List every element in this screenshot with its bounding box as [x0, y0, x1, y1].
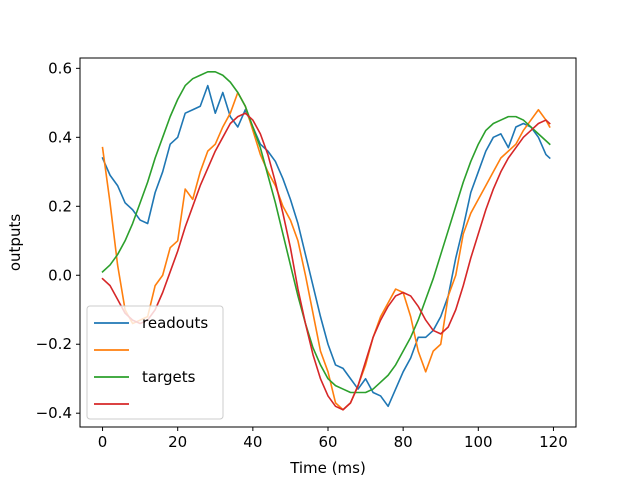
axes: 0 20 40 60 80 100 120 −0.4 −0.2 0.0 0.2 0.4 0.6: [36, 57, 577, 451]
y-tick-label: −0.2: [36, 335, 72, 353]
series-line-4: [101, 112, 551, 411]
legend: readouts targets: [86, 305, 224, 420]
y-tick-label: −0.4: [36, 404, 72, 422]
x-tick-label: 120: [539, 433, 568, 451]
legend-box: [86, 305, 224, 420]
series-line-3: [101, 70, 551, 394]
y-tick-label: 0.2: [48, 197, 72, 215]
x-tick-label: 80: [394, 433, 413, 451]
x-tick-label: 100: [464, 433, 493, 451]
x-tick-label: 0: [98, 433, 108, 451]
x-tick-label: 60: [318, 433, 337, 451]
y-tick-label: 0.0: [48, 266, 72, 284]
series-group: [101, 70, 551, 411]
x-tick-label: 40: [243, 433, 262, 451]
y-axis-label: outputs: [6, 214, 24, 271]
x-tick-label: 20: [168, 433, 187, 451]
series-line-2: [101, 91, 551, 411]
legend-label-3: targets: [142, 368, 196, 386]
y-tick-label: 0.6: [48, 59, 72, 77]
x-axis-label: Time (ms): [289, 459, 366, 477]
legend-label-1: readouts: [142, 314, 208, 332]
y-tick-label: 0.4: [48, 128, 72, 146]
series-line-1: [101, 84, 551, 408]
